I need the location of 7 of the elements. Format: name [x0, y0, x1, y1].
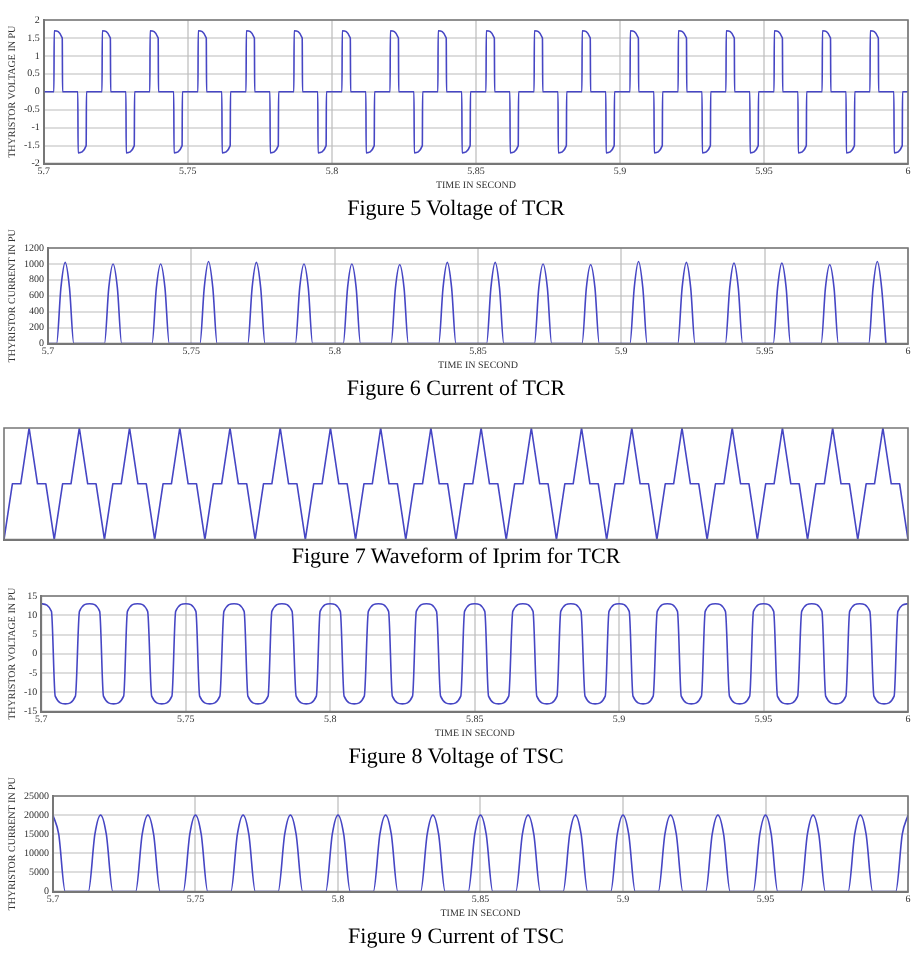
text: Figure 5 Voltage of TCR: [347, 196, 567, 221]
text: Figure 6 Current of TCR: [346, 376, 567, 401]
text: Figure 7 Waveform of Iprim for TCR: [291, 544, 622, 569]
text: Figure 8 Voltage of TSC: [348, 744, 564, 769]
text: Figure 9 Current of TSC: [348, 924, 564, 949]
line-series: [43, 29, 908, 154]
line-series: [41, 602, 908, 705]
